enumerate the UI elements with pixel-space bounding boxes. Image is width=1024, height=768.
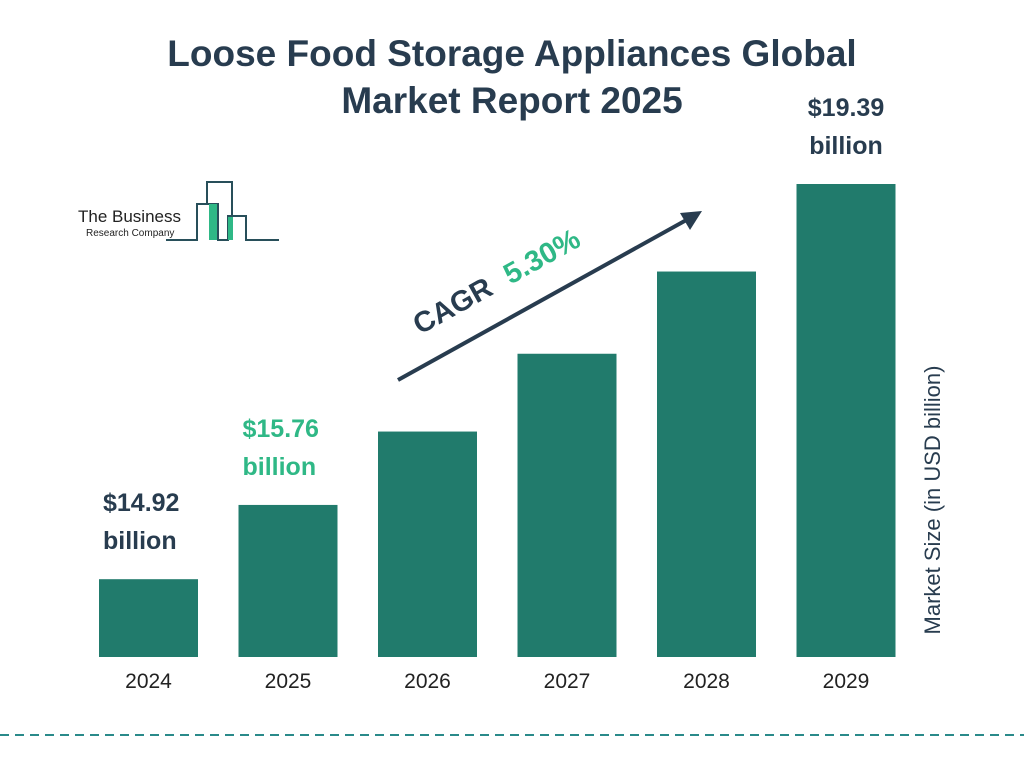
data-label: billion <box>103 527 177 555</box>
data-label: billion <box>243 453 317 481</box>
bar-2029 <box>796 184 896 657</box>
chart-title: Loose Food Storage Appliances Global Mar… <box>0 30 1024 124</box>
logo-bar-2 <box>228 217 233 240</box>
bar-2028 <box>657 271 756 657</box>
y-axis-label: Market Size (in USD billion) <box>920 366 945 635</box>
bar-2024 <box>99 579 198 657</box>
x-tick-label: 2025 <box>265 670 312 693</box>
x-tick-label: 2028 <box>683 670 730 693</box>
logo-outline <box>166 203 279 241</box>
x-tick-label: 2029 <box>823 670 870 693</box>
logo-tower <box>206 181 233 240</box>
title-line-1: Loose Food Storage Appliances Global <box>167 33 857 74</box>
logo-text-2: Research Company <box>86 228 174 239</box>
logo-text-1: The Business <box>78 207 181 226</box>
data-label: $15.76 <box>243 415 319 443</box>
x-tick-label: 2026 <box>404 670 451 693</box>
data-label: $19.39 <box>808 94 884 122</box>
cagr-arrow-line <box>397 216 691 382</box>
cagr-arrow-head <box>680 211 702 230</box>
data-label: billion <box>809 132 883 160</box>
title-line-2: Market Report 2025 <box>341 80 683 121</box>
x-tick-label: 2027 <box>544 670 591 693</box>
logo-bar-1 <box>209 204 217 240</box>
bar-2027 <box>517 353 617 657</box>
data-label: $14.92 <box>103 489 179 517</box>
bar-2025 <box>238 504 338 657</box>
bar-2026 <box>378 431 477 657</box>
x-tick-label: 2024 <box>125 670 172 693</box>
logo: The Business Research Company <box>78 181 279 241</box>
